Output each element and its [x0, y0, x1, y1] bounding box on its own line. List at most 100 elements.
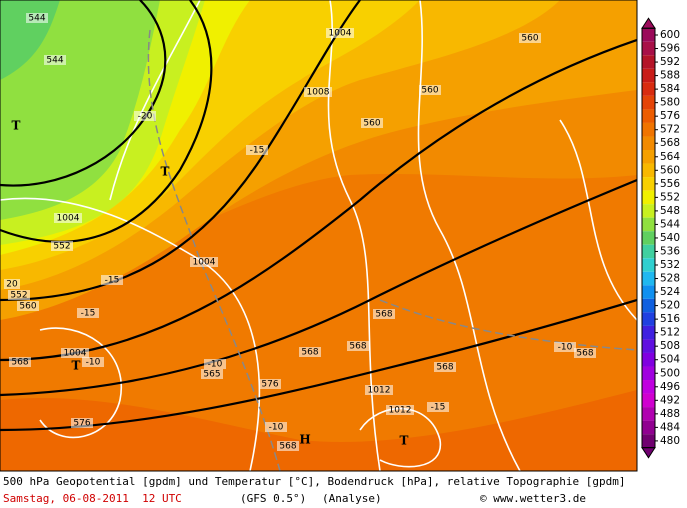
footer-run: (Analyse) [322, 492, 382, 505]
color-swatch [642, 393, 655, 408]
footer-date: Samstag, 06-08-2011 12 UTC [3, 492, 182, 505]
color-swatch [642, 95, 655, 110]
label-box [134, 111, 156, 121]
label-box [361, 118, 383, 128]
footer-source: © www.wetter3.de [480, 492, 586, 505]
label-box [386, 405, 414, 415]
color-swatch [642, 82, 655, 96]
label-box [373, 309, 395, 319]
label-box [554, 342, 576, 352]
color-swatch [642, 177, 655, 191]
color-swatch [642, 407, 655, 421]
colorbar-label: 504 [660, 354, 680, 366]
label-box [304, 87, 332, 97]
contour-label: T [400, 434, 409, 448]
label-box [204, 359, 226, 369]
label-box [4, 279, 20, 289]
color-swatch [642, 339, 655, 353]
colorbar-label: 520 [660, 300, 680, 312]
contour-label: 544 [28, 14, 45, 24]
color-swatch [642, 312, 655, 326]
label-box [201, 369, 223, 379]
contour-label: T [161, 165, 170, 179]
label-box [434, 362, 456, 372]
label-box [326, 28, 354, 38]
contour-label: 552 [10, 291, 27, 301]
color-swatch [642, 217, 655, 232]
colorbar-label: 548 [660, 205, 680, 217]
contour-label: 20 [6, 280, 18, 290]
label-box [54, 213, 82, 223]
contour-label: 1004 [329, 29, 352, 39]
map-frame [0, 0, 638, 472]
contour-label: 1004 [193, 258, 216, 268]
contour-label: 560 [521, 34, 538, 44]
label-box [427, 402, 449, 412]
contour-label: -10 [86, 358, 101, 368]
colorbar-label: 576 [660, 110, 680, 122]
contour-label: 568 [349, 342, 366, 352]
color-swatch [642, 298, 655, 313]
color-swatch [642, 163, 655, 178]
contour-label: 568 [11, 358, 28, 368]
contour-label: 1012 [368, 386, 391, 396]
color-swatch [642, 136, 655, 151]
color-swatch [642, 231, 655, 245]
label-box [8, 290, 30, 300]
colorbar-label: 492 [660, 394, 680, 406]
contour-label: -15 [81, 309, 96, 319]
label-box [259, 379, 281, 389]
color-swatch [642, 28, 655, 42]
color-swatch [642, 244, 655, 259]
colorbar-label: 556 [660, 178, 680, 190]
colorbar-label: 588 [660, 70, 680, 82]
contour-label: 560 [363, 119, 380, 129]
contour-label: 544 [46, 56, 63, 66]
color-swatch [642, 122, 655, 137]
color-swatch [642, 109, 655, 123]
colorbar-label: 528 [660, 273, 680, 285]
contour-label: T [72, 359, 81, 373]
colorbar-label: 524 [660, 286, 680, 298]
label-box [574, 348, 596, 358]
label-box [61, 348, 89, 358]
colorbar-label: 600 [660, 29, 680, 41]
color-swatch [642, 366, 655, 381]
color-swatch [642, 420, 655, 435]
colorbar-frame [641, 27, 656, 449]
contour-label: -15 [431, 403, 446, 413]
color-swatch [642, 55, 655, 69]
label-box [51, 241, 73, 251]
map [0, 0, 637, 471]
contour-label: 560 [421, 86, 438, 96]
label-box [77, 308, 99, 318]
label-box [365, 385, 393, 395]
footer-model: (GFS 0.5°) [240, 492, 306, 505]
label-box [347, 341, 369, 351]
colorbar-label: 572 [660, 124, 680, 136]
contour-label: -10 [269, 423, 284, 433]
contour-label: -15 [105, 276, 120, 286]
colorbar-label: 544 [660, 218, 680, 230]
contour-label: 568 [279, 442, 296, 452]
colorbar-label: 536 [660, 245, 680, 257]
contour-label: -10 [558, 343, 573, 353]
contour-label: 560 [19, 302, 36, 312]
label-box [519, 33, 541, 43]
colorbar-label: 484 [660, 421, 680, 433]
contour-label: 1012 [389, 406, 412, 416]
colorbar-label: 532 [660, 259, 680, 271]
color-swatch [642, 285, 655, 299]
contour-label: -20 [138, 112, 153, 122]
label-box [299, 347, 321, 357]
colorbar-label: 488 [660, 408, 680, 420]
colorbar-label: 584 [660, 83, 680, 95]
label-box [9, 357, 31, 367]
contour-label: 568 [301, 348, 318, 358]
contour-label: T [12, 119, 21, 133]
color-swatch [642, 434, 655, 448]
label-box [246, 145, 268, 155]
label-box [44, 55, 66, 65]
colorbar-label: 560 [660, 164, 680, 176]
